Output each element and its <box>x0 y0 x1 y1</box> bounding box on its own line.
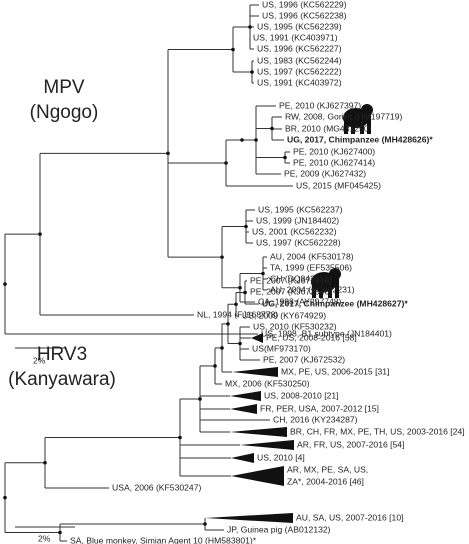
panel-title: HRV3 <box>37 344 87 365</box>
leaf-label: JP, Guinea pig (AB012132) <box>227 524 331 534</box>
leaf-label: US, 1999 (JN184402) <box>256 215 339 225</box>
node <box>213 364 217 368</box>
collapsed-clade <box>232 367 278 377</box>
collapsed-clade <box>231 453 254 463</box>
leaf-label: PE, 2010 (KJ627414) <box>293 157 375 167</box>
leaf-label: US, 2010 [4] <box>257 452 305 462</box>
leaf-label: MX, PE, US, 2006-2015 [31] <box>281 366 389 376</box>
node <box>283 155 287 160</box>
leaf-label: CH, 2016 (KY234287) <box>273 414 358 424</box>
node <box>220 255 224 259</box>
node <box>234 302 238 307</box>
node <box>203 522 207 526</box>
panel-subtitle: (Kanyawara) <box>8 369 116 390</box>
node <box>261 271 265 276</box>
node <box>270 126 274 131</box>
leaf-label: UG, 2017, Chimpanzee (MH428627)* <box>262 298 408 308</box>
leaf-label: US, 1991 (KC403972) <box>257 77 342 87</box>
node <box>224 161 228 165</box>
node <box>58 530 62 535</box>
collapsed-clade <box>230 391 261 401</box>
leaf-label: PE, 2007 (KJ672532) <box>263 354 345 364</box>
leaf-label: UG, 2017, Chimpanzee (MH428626)* <box>287 134 433 144</box>
leaf-label: US, 1996 (KC562229) <box>262 0 347 9</box>
leaf-label: PE, 2007 (KJ672546) <box>250 286 332 296</box>
leaf-label: FR, PER, USA, 2007-2012 [15] <box>260 403 379 413</box>
leaf-label: US, 1996 (KC562227) <box>257 43 342 53</box>
node <box>248 25 252 29</box>
leaf-label: AU, SA, US, 2007-2016 [10] <box>296 512 404 522</box>
leaf-label: US, 1996 (KC562238) <box>262 10 347 20</box>
node <box>226 322 230 326</box>
leaf-label: NL, 1994 (FJ168778) <box>197 309 278 319</box>
leaf-label: US, 1997 (KC562228) <box>256 237 341 247</box>
leaf-label: CA, 1998 (AY297748) <box>258 296 342 306</box>
panel-subtitle: (Ngogo) <box>30 102 99 123</box>
node <box>198 397 202 401</box>
leaf-label: US, 2009 (KY674929) <box>242 310 326 320</box>
collapsed-clade <box>240 440 294 450</box>
leaf-label: US, 2001 (KC562232) <box>252 226 337 236</box>
node <box>238 341 242 346</box>
leaf-label: US(MF973170) <box>252 343 311 353</box>
node <box>244 224 248 229</box>
leaf-label: BR, 2010 (MG431250) <box>285 123 372 133</box>
leaf-label: USA, 2006 (KF530247) <box>112 482 201 492</box>
leaf-label: US, 1991 (KC403971) <box>253 32 338 42</box>
leaf-label: AU, 2004 (KF530178) <box>270 251 354 261</box>
scale-label: 2% <box>33 355 46 365</box>
chimpanzee-icon <box>311 268 341 298</box>
leaf-label: AR, MX, PE, SA, US, <box>287 464 368 474</box>
leaf-label: US, 2010 (KF530232) <box>253 321 337 331</box>
chimpanzee-icon <box>343 104 373 134</box>
leaf-label: RW, 2008, Gorilla (HM197719) <box>285 111 402 121</box>
leaf-label: US, 2008-2010 [21] <box>264 390 339 400</box>
leaf-label: US, 1998, B1 subtype (JN184401) <box>261 328 392 338</box>
leaf-label: US, 1997 (KC562222) <box>257 66 342 76</box>
collapsed-clade <box>231 466 284 486</box>
leaf-label: TA, 1999 (EF535506) <box>270 262 352 272</box>
node <box>231 47 235 52</box>
leaf-label: PE, US, 2008-2016 [58] <box>266 332 357 342</box>
collapsed-clade <box>230 404 257 414</box>
leaf-label: US, 2015 (MF045425) <box>296 180 381 190</box>
node <box>250 70 254 74</box>
node <box>3 495 7 500</box>
collapsed-clade <box>251 333 263 343</box>
node <box>254 138 258 142</box>
panel-title: MPV <box>43 77 85 98</box>
leaf-label: US, 1983 (KC562244) <box>257 55 342 65</box>
node <box>166 151 170 156</box>
leaf-label: BR, CH, FR, MX, PE, TH, US, 2003-2016 [2… <box>290 426 465 436</box>
leaf-label: US, 1995 (KC562239) <box>257 21 342 31</box>
leaf-label: PE, 2009 (KJ627432) <box>284 168 366 178</box>
node <box>3 282 7 286</box>
leaf-label: PE, 2007 (KJ672616) <box>250 275 332 285</box>
node <box>178 435 182 440</box>
node <box>43 460 47 465</box>
leaf-label: MX, 2006 (KF530250) <box>225 378 310 388</box>
leaf-label: PE, 2010 (KJ627400) <box>293 146 375 156</box>
node <box>243 290 247 295</box>
collapsed-clade <box>205 513 293 523</box>
scale-label: 2% <box>38 533 51 543</box>
collapsed-clade <box>230 427 287 437</box>
leaf-label: PE, 2010 (KJ627397) <box>279 100 361 110</box>
leaf-label: AU, 2004 (KC562231) <box>270 284 355 294</box>
node <box>38 232 42 236</box>
node <box>240 138 244 142</box>
leaf-label: AR, FR, US, 2007-2016 [54] <box>297 439 404 449</box>
node <box>238 285 242 290</box>
leaf-label: CH (DQ843658) <box>270 273 332 283</box>
leaf-label: ZA*, 2004-2016 [46] <box>287 476 364 486</box>
leaf-label: SA, Blue monkey, Simian Agent 10 (HM5838… <box>70 535 257 544</box>
leaf-label: US, 1995 (KC562237) <box>258 204 343 214</box>
node <box>220 346 224 350</box>
